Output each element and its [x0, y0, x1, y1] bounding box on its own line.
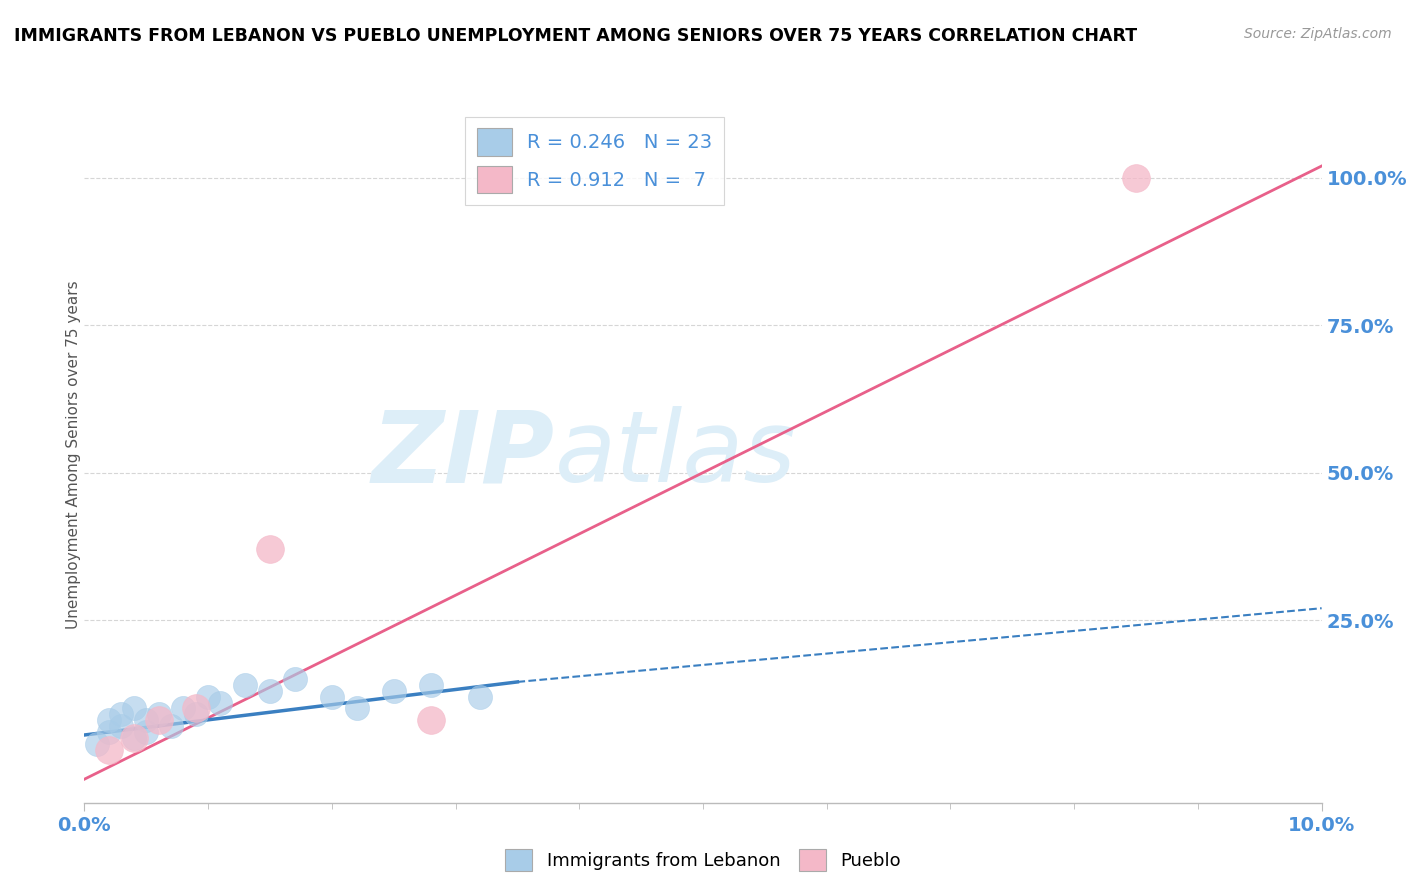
Point	[98, 725, 121, 739]
Point	[98, 743, 121, 757]
Text: Source: ZipAtlas.com: Source: ZipAtlas.com	[1244, 27, 1392, 41]
Y-axis label: Unemployment Among Seniors over 75 years: Unemployment Among Seniors over 75 years	[66, 281, 80, 629]
Point	[122, 701, 145, 715]
Point	[184, 701, 207, 715]
Legend: R = 0.246   N = 23, R = 0.912   N =  7: R = 0.246 N = 23, R = 0.912 N = 7	[465, 117, 724, 205]
Point	[86, 737, 108, 751]
Point	[110, 707, 132, 722]
Point	[135, 725, 157, 739]
Text: IMMIGRANTS FROM LEBANON VS PUEBLO UNEMPLOYMENT AMONG SENIORS OVER 75 YEARS CORRE: IMMIGRANTS FROM LEBANON VS PUEBLO UNEMPL…	[14, 27, 1137, 45]
Point	[259, 683, 281, 698]
Point	[110, 719, 132, 733]
Point	[470, 690, 492, 704]
Point	[172, 701, 194, 715]
Text: atlas: atlas	[554, 407, 796, 503]
Point	[122, 731, 145, 745]
Point	[197, 690, 219, 704]
Point	[184, 707, 207, 722]
Point	[382, 683, 405, 698]
Point	[160, 719, 183, 733]
Legend: Immigrants from Lebanon, Pueblo: Immigrants from Lebanon, Pueblo	[498, 842, 908, 879]
Point	[419, 713, 441, 727]
Point	[321, 690, 343, 704]
Point	[233, 678, 256, 692]
Text: ZIP: ZIP	[371, 407, 554, 503]
Point	[419, 678, 441, 692]
Point	[259, 542, 281, 557]
Point	[135, 713, 157, 727]
Point	[1125, 170, 1147, 185]
Point	[209, 696, 232, 710]
Point	[98, 713, 121, 727]
Point	[148, 713, 170, 727]
Point	[284, 672, 307, 686]
Point	[148, 707, 170, 722]
Point	[346, 701, 368, 715]
Point	[122, 731, 145, 745]
